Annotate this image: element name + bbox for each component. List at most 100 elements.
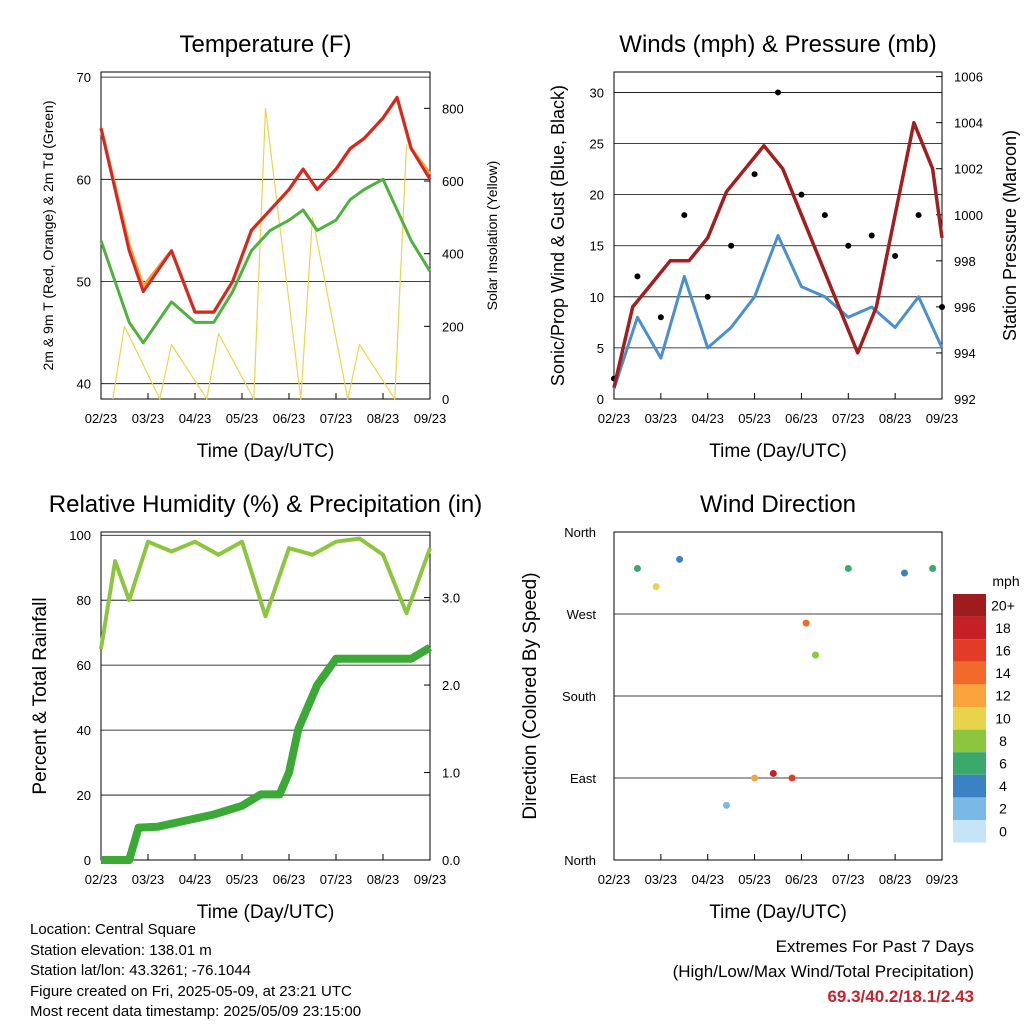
legend-label: 6 xyxy=(999,756,1007,772)
y-tick-label: 0 xyxy=(597,392,604,407)
wind-direction-point xyxy=(633,564,641,572)
y-tick-label: 80 xyxy=(77,593,91,608)
recent-data-timestamp: Most recent data timestamp: 2025/05/09 2… xyxy=(30,1003,362,1021)
x-tick-label: 04/23 xyxy=(179,872,212,887)
y-tick-label: 20 xyxy=(77,788,91,803)
x-tick-label: 02/23 xyxy=(598,872,631,887)
x-tick-label: 02/23 xyxy=(85,411,118,426)
legend-swatch xyxy=(953,684,986,707)
y2-tick-label: 1006 xyxy=(954,70,983,85)
y2-tick-label: 1000 xyxy=(954,208,983,223)
x-tick-label: 05/23 xyxy=(738,411,771,426)
y-tick-label: 40 xyxy=(77,723,91,738)
y2-tick-label: 992 xyxy=(954,392,976,407)
legend-swatch xyxy=(953,707,986,730)
x-tick-label: 06/23 xyxy=(785,411,818,426)
gust-point xyxy=(845,242,852,249)
y-tick-label: West xyxy=(567,607,597,622)
y-tick-label: 40 xyxy=(77,377,91,392)
legend-label: 8 xyxy=(999,733,1007,749)
y-tick-label: 10 xyxy=(590,290,604,305)
y-tick-label: 15 xyxy=(590,239,604,254)
legend-swatch xyxy=(953,661,986,685)
y-tick-label: North xyxy=(564,525,596,540)
x-tick-label: 03/23 xyxy=(645,411,678,426)
x-tick-label: 05/23 xyxy=(226,411,259,426)
gust-point xyxy=(915,212,922,219)
y-axis-label: Percent & Total Rainfall xyxy=(30,597,51,794)
y-axis-label: 2m & 9m T (Red, Orange) & 2m Td (Green) xyxy=(40,101,56,371)
y2-axis-label: Station Pressure (Maroon) xyxy=(1000,130,1020,341)
x-tick-label: 08/23 xyxy=(367,411,400,426)
y-tick-label: North xyxy=(564,853,596,868)
y2-tick-label: 0.0 xyxy=(442,853,460,868)
temp-2m-line xyxy=(99,96,432,314)
legend-label: 20+ xyxy=(991,597,1015,613)
wind-direction-point xyxy=(802,619,810,627)
x-tick-label: 07/23 xyxy=(320,411,353,426)
x-axis-label: Time (Day/UTC) xyxy=(197,902,335,923)
wind-direction-point xyxy=(929,564,937,572)
x-axis-label: Time (Day/UTC) xyxy=(197,441,335,462)
station-elevation: Station elevation: 138.01 m xyxy=(30,941,212,959)
y2-axis-label: Solar Insolation (Yellow) xyxy=(484,161,500,311)
x-tick-label: 02/23 xyxy=(85,872,118,887)
extremes-box: Extremes For Past 7 Days (High/Low/Max W… xyxy=(673,934,974,1009)
y-tick-label: 20 xyxy=(590,188,604,203)
pressure-line xyxy=(612,120,944,388)
x-tick-label: 06/23 xyxy=(785,872,818,887)
y2-tick-label: 400 xyxy=(442,247,464,262)
chart-title: Winds (mph) & Pressure (mb) xyxy=(619,31,936,58)
gust-point xyxy=(798,191,805,198)
y-axis-label: Sonic/Prop Wind & Gust (Blue, Black) xyxy=(548,85,568,386)
gust-point xyxy=(634,273,641,280)
x-tick-label: 08/23 xyxy=(879,872,912,887)
x-tick-label: 05/23 xyxy=(226,872,259,887)
y-tick-label: 0 xyxy=(84,853,91,868)
y-tick-label: 50 xyxy=(77,274,91,289)
x-tick-label: 02/23 xyxy=(598,411,631,426)
gust-point xyxy=(681,212,688,219)
legend-swatch xyxy=(953,752,986,775)
chart-title: Temperature (F) xyxy=(179,31,351,58)
x-tick-label: 04/23 xyxy=(179,411,212,426)
gust-point xyxy=(868,232,875,239)
relative-humidity-line xyxy=(99,536,432,650)
y2-tick-label: 600 xyxy=(442,174,464,189)
gust-point xyxy=(939,304,945,311)
x-tick-label: 06/23 xyxy=(273,872,306,887)
y2-tick-label: 1004 xyxy=(954,116,983,131)
legend-label: 16 xyxy=(995,643,1011,659)
wind-direction-point xyxy=(901,569,909,577)
x-tick-label: 09/23 xyxy=(414,872,447,887)
x-tick-label: 08/23 xyxy=(879,411,912,426)
y-tick-label: 60 xyxy=(77,172,91,187)
x-tick-label: 04/23 xyxy=(691,411,724,426)
x-tick-label: 03/23 xyxy=(132,872,165,887)
wind-direction-point xyxy=(676,555,684,563)
gust-point xyxy=(728,242,735,249)
y-tick-label: 70 xyxy=(77,70,91,85)
wind-direction-point xyxy=(722,801,730,809)
legend-label: 12 xyxy=(995,688,1011,704)
y2-tick-label: 994 xyxy=(954,346,976,361)
x-tick-label: 09/23 xyxy=(926,411,959,426)
extremes-values: 69.3/40.2/18.1/2.43 xyxy=(827,987,974,1006)
gust-point xyxy=(775,89,781,96)
x-tick-label: 03/23 xyxy=(645,872,678,887)
wind-direction-point xyxy=(811,651,819,659)
station-info: Location: Central Square Station elevati… xyxy=(30,920,361,1023)
chart-title: Wind Direction xyxy=(700,491,856,518)
gust-point xyxy=(892,252,899,259)
x-tick-label: 07/23 xyxy=(832,872,865,887)
chart-title: Relative Humidity (%) & Precipitation (i… xyxy=(49,491,482,518)
x-tick-label: 09/23 xyxy=(414,411,447,426)
y2-tick-label: 998 xyxy=(954,254,976,269)
legend-swatch xyxy=(953,594,986,617)
station-latlon: Station lat/lon: 43.3261; -76.1044 xyxy=(30,962,252,980)
y2-tick-label: 996 xyxy=(954,300,976,315)
y2-tick-label: 800 xyxy=(442,101,464,116)
y-tick-label: 25 xyxy=(590,137,604,152)
legend-label: 18 xyxy=(995,620,1011,636)
gust-point xyxy=(751,171,758,178)
